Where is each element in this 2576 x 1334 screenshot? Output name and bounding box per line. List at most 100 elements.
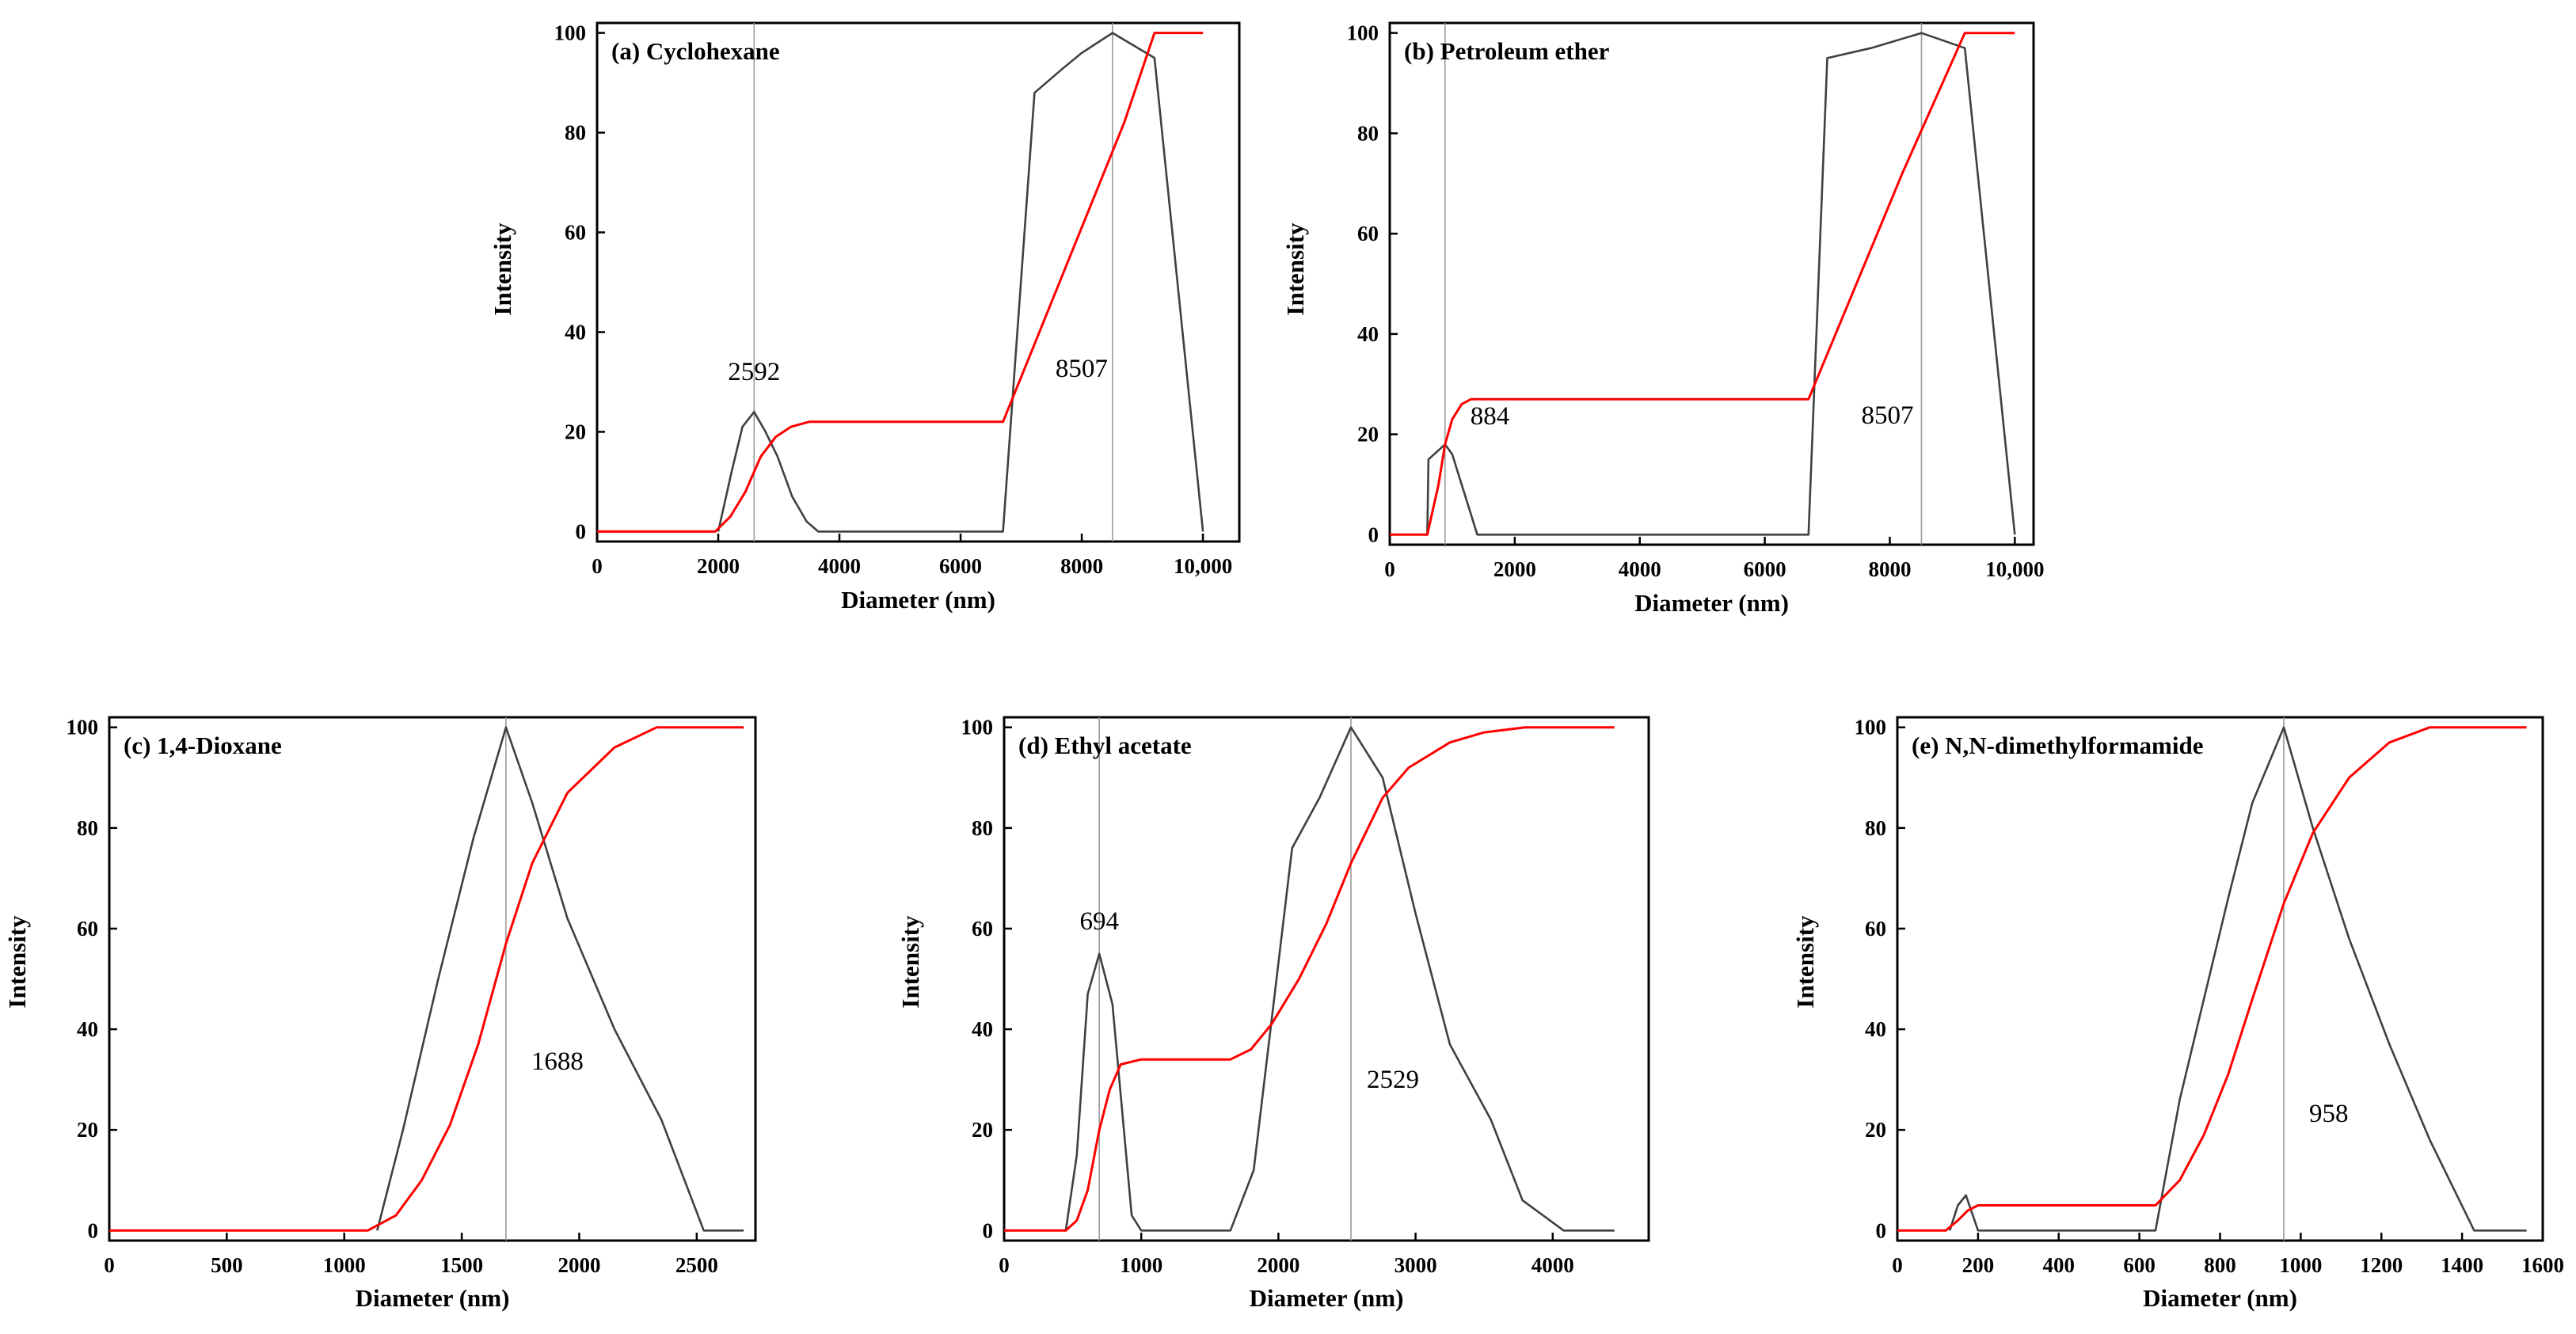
x-tick-label: 500 <box>211 1253 243 1277</box>
intensity-series-line <box>717 32 1204 533</box>
panel-title: (d) Ethyl acetate <box>1018 732 1192 759</box>
x-tick-label: 4000 <box>818 554 861 578</box>
peak-label: 1688 <box>531 1047 584 1076</box>
y-tick-label: 0 <box>88 1218 99 1242</box>
cumulative-series-line <box>597 32 1204 533</box>
x-axis-title: Diameter (nm) <box>2143 1284 2297 1312</box>
y-tick-label: 80 <box>1865 816 1886 840</box>
peak-label: 2592 <box>728 358 780 386</box>
x-tick-label: 400 <box>2043 1253 2076 1277</box>
x-tick-label: 2500 <box>675 1253 718 1277</box>
intensity-series-line <box>1426 32 2016 536</box>
panel-title: (c) 1,4-Dioxane <box>124 732 282 759</box>
x-tick-label: 800 <box>2204 1253 2236 1277</box>
x-tick-label: 6000 <box>939 554 982 578</box>
y-tick-label: 60 <box>1357 222 1379 245</box>
y-tick-label: 0 <box>1368 523 1379 546</box>
y-tick-label: 60 <box>565 221 586 245</box>
y-tick-label: 0 <box>576 519 587 543</box>
panel-title: (e) N,N-dimethylformamide <box>1912 732 2203 759</box>
y-axis-title: Intensity <box>1281 222 1309 316</box>
x-tick-label: 0 <box>104 1253 115 1277</box>
x-tick-label: 0 <box>999 1253 1010 1277</box>
x-tick-label: 2000 <box>557 1253 600 1277</box>
y-tick-label: 80 <box>1357 121 1379 145</box>
intensity-series-line <box>376 726 744 1232</box>
peak-label: 958 <box>2309 1100 2349 1128</box>
y-tick-label: 20 <box>972 1118 993 1142</box>
y-tick-label: 40 <box>77 1017 98 1041</box>
x-tick-label: 8000 <box>1060 554 1103 578</box>
y-tick-label: 100 <box>67 716 99 739</box>
plot-frame <box>108 716 757 1242</box>
peak-label: 884 <box>1471 402 1510 431</box>
x-tick-label: 6000 <box>1744 557 1786 581</box>
x-tick-label: 1600 <box>2521 1253 2564 1277</box>
x-tick-label: 600 <box>2123 1253 2156 1277</box>
cumulative-series-line <box>1004 726 1615 1232</box>
y-tick-label: 60 <box>1865 917 1886 941</box>
x-tick-label: 1200 <box>2360 1253 2403 1277</box>
cumulative-series-line <box>1897 726 2527 1232</box>
y-tick-label: 20 <box>77 1118 98 1142</box>
x-tick-label: 0 <box>1384 557 1395 581</box>
y-tick-label: 0 <box>1876 1218 1887 1242</box>
y-tick-label: 40 <box>1357 322 1379 346</box>
x-tick-label: 2000 <box>1493 557 1536 581</box>
y-tick-label: 60 <box>77 917 98 941</box>
y-tick-label: 80 <box>972 816 993 840</box>
y-axis-title: Intensity <box>3 915 31 1009</box>
panel-title: (a) Cyclohexane <box>611 37 780 65</box>
x-axis-title: Diameter (nm) <box>356 1284 510 1312</box>
y-tick-label: 20 <box>1357 423 1379 447</box>
panel-c: 0 500 1000 1500 2000 2500 0 20 40 60 80 100 1688 (c) … <box>3 716 757 1312</box>
x-tick-label: 0 <box>1892 1253 1903 1277</box>
x-tick-label: 2000 <box>697 554 740 578</box>
x-tick-label: 1000 <box>1120 1253 1162 1277</box>
panel-d: 0 1000 2000 3000 4000 0 20 40 60 80 100 694 2529 (d) … <box>896 716 1650 1312</box>
y-tick-label: 100 <box>554 21 587 45</box>
x-tick-label: 10,000 <box>1985 557 2044 581</box>
x-tick-label: 3000 <box>1395 1253 1437 1277</box>
plot-frame <box>1003 716 1650 1242</box>
y-tick-label: 0 <box>983 1218 994 1242</box>
peak-label: 2529 <box>1367 1066 1419 1094</box>
y-axis-title: Intensity <box>896 915 924 1009</box>
x-tick-label: 4000 <box>1619 557 1661 581</box>
y-tick-label: 20 <box>565 420 586 443</box>
y-tick-label: 100 <box>961 716 994 739</box>
y-tick-label: 20 <box>1865 1118 1886 1142</box>
intensity-series-line <box>1064 726 1615 1232</box>
x-tick-label: 4000 <box>1532 1253 1574 1277</box>
y-tick-label: 100 <box>1855 716 1887 739</box>
x-axis-title: Diameter (nm) <box>1634 589 1789 617</box>
x-tick-label: 1000 <box>323 1253 366 1277</box>
cumulative-series-line <box>1390 32 2015 536</box>
y-tick-label: 40 <box>565 320 586 344</box>
x-tick-label: 10,000 <box>1174 554 1232 578</box>
y-tick-label: 40 <box>972 1017 993 1041</box>
x-tick-label: 8000 <box>1868 557 1911 581</box>
plot-frame <box>595 21 1241 543</box>
panel-title: (b) Petroleum ether <box>1404 37 1610 65</box>
peak-label: 694 <box>1079 907 1119 936</box>
x-tick-label: 1400 <box>2441 1253 2483 1277</box>
y-tick-label: 40 <box>1865 1017 1886 1041</box>
x-axis-title: Diameter (nm) <box>841 586 995 614</box>
x-axis-title: Diameter (nm) <box>1250 1284 1404 1312</box>
intensity-series-line <box>1948 726 2527 1232</box>
x-tick-label: 1000 <box>2279 1253 2322 1277</box>
cumulative-series-line <box>109 726 744 1232</box>
plot-frame <box>1388 21 2035 546</box>
x-tick-label: 0 <box>592 554 603 578</box>
panel-a: 0 2000 4000 6000 8000 10,000 0 20 40 60 80 100 2592 8… <box>489 21 1241 614</box>
peak-label: 8507 <box>1056 355 1108 383</box>
y-axis-title: Intensity <box>489 222 516 316</box>
x-tick-label: 1500 <box>440 1253 483 1277</box>
panel-e: 0 200 400 600 800 1000 1200 1400 1600 0 20 40 60 80 10… <box>1791 716 2564 1312</box>
x-tick-label: 200 <box>1962 1253 1995 1277</box>
y-tick-label: 100 <box>1347 21 1379 45</box>
panel-b: 0 2000 4000 6000 8000 10,000 0 20 40 60 80 100 884 85… <box>1281 21 2044 617</box>
peak-label: 8507 <box>1861 401 1913 430</box>
